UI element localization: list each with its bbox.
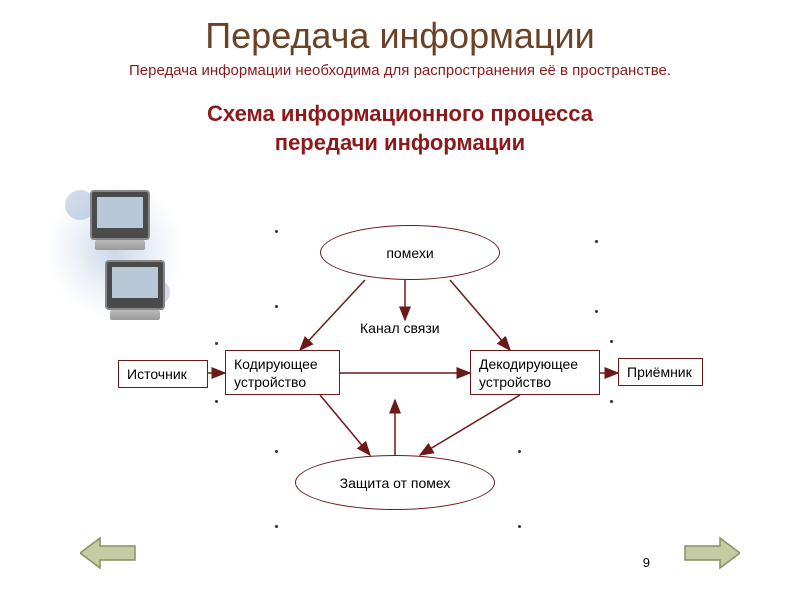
decorative-dot (275, 450, 278, 453)
node-source: Источник (118, 360, 208, 388)
flowchart-arrows (0, 0, 800, 600)
decorative-dot (610, 400, 613, 403)
node-receiver: Приёмник (618, 358, 703, 386)
decorative-dot (610, 340, 613, 343)
decorative-dot (215, 400, 218, 403)
prev-arrow[interactable] (80, 536, 140, 575)
next-arrow[interactable] (680, 536, 740, 575)
decorative-dot (275, 305, 278, 308)
decorative-dot (275, 525, 278, 528)
page-number: 9 (643, 555, 650, 570)
node-decoder: Декодирующееустройство (470, 350, 600, 395)
node-channel: Канал связи (360, 320, 440, 336)
decorative-dot (595, 310, 598, 313)
decorative-dot (275, 230, 278, 233)
decorative-dot (595, 240, 598, 243)
node-protection: Защита от помех (295, 455, 495, 510)
decorative-dot (518, 525, 521, 528)
node-noise: помехи (320, 225, 500, 280)
decorative-dot (518, 450, 521, 453)
node-encoder: Кодирующееустройство (225, 350, 340, 395)
decorative-dot (215, 342, 218, 345)
